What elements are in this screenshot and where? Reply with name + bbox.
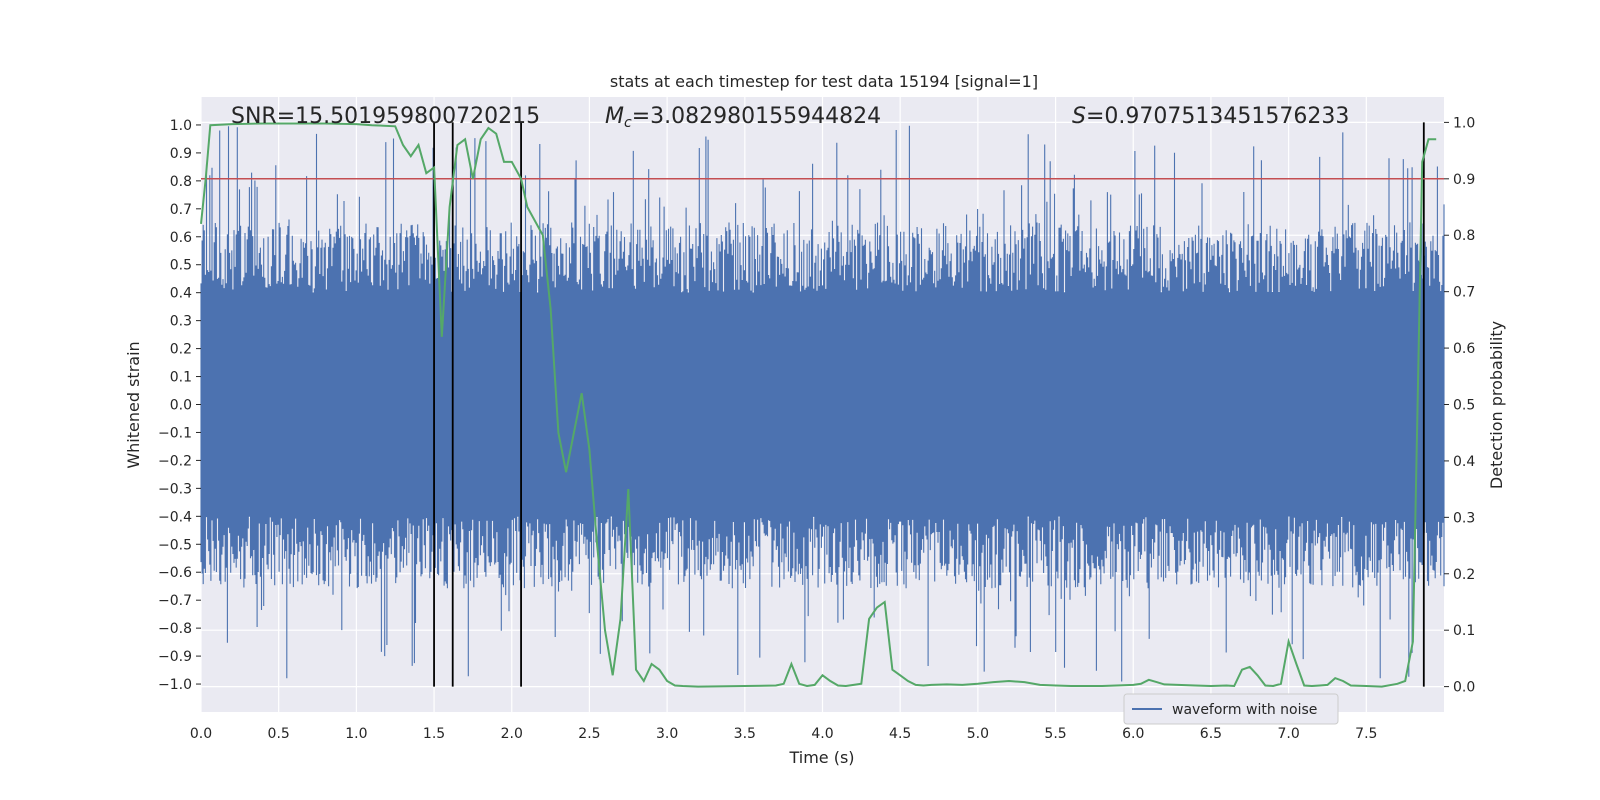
y-tick-label: 0.7 [170, 202, 192, 218]
x-tick-label: 0.0 [190, 726, 212, 742]
x-tick-label: 3.0 [656, 726, 678, 742]
y-tick-label: 0.0 [170, 398, 192, 414]
y-tick-label: 0.8 [170, 174, 192, 190]
y2-tick-label: 0.5 [1453, 398, 1475, 414]
y-tick-label: −0.2 [158, 453, 192, 469]
y-tick-label: −0.3 [158, 481, 192, 497]
y-tick-label: 1.0 [170, 118, 192, 134]
y-tick-label: −0.5 [158, 537, 192, 553]
x-tick-label: 5.0 [967, 726, 989, 742]
detection-probability-line [200, 122, 1437, 688]
chart-title: stats at each timestep for test data 151… [610, 72, 1038, 91]
y-tick-label: 0.2 [170, 342, 192, 358]
chirp-mass-value: =3.082980155944824 [632, 104, 881, 129]
y2-tick-label: 0.1 [1453, 623, 1475, 639]
snr-annotation: SNR=15.501959800720215 [231, 104, 540, 129]
y2-tick-label: 0.0 [1453, 680, 1475, 696]
y-tick-label: 0.3 [170, 314, 192, 330]
y-tick-label: −0.7 [158, 593, 192, 609]
chirp-mass-symbol: M [605, 104, 624, 129]
noise-waveform [200, 125, 1445, 682]
y2-tick-label: 0.3 [1453, 510, 1475, 526]
x-tick-label: 7.0 [1277, 726, 1299, 742]
y-tick-label: −0.4 [158, 509, 192, 525]
y2-tick-label: 1.0 [1453, 115, 1475, 131]
x-tick-label: 1.5 [423, 726, 445, 742]
y-tick-label: −0.9 [158, 649, 192, 665]
y-tick-label: 0.4 [170, 286, 192, 302]
legend-label: waveform with noise [1172, 702, 1317, 718]
x-tick-label: 4.5 [889, 726, 911, 742]
y2-tick-label: 0.8 [1453, 228, 1475, 244]
score-annotation: S=0.9707513451576233 [1072, 104, 1349, 129]
chirp-mass-annotation: Mc=3.082980155944824 [605, 104, 881, 131]
ticks: 0.0 0.5 1.0 1.5 2.0 2.5 3.0 3.5 4.0 4.5 5.0 5.5 6.0 6… [158, 115, 1475, 742]
y2-tick-label: 0.4 [1453, 454, 1475, 470]
score-symbol: S [1072, 104, 1086, 129]
y-tick-label: −1.0 [158, 677, 192, 693]
legend: waveform with noise [1123, 693, 1339, 725]
y-tick-label: 0.6 [170, 230, 192, 246]
legend-box [1123, 693, 1339, 725]
x-tick-label: 1.0 [345, 726, 367, 742]
y-tick-label: −0.1 [158, 425, 192, 441]
score-value: =0.9707513451576233 [1086, 104, 1349, 129]
y2-tick-label: 0.9 [1453, 172, 1475, 188]
y2-axis-label: Detection probability [1487, 321, 1506, 489]
y2-tick-label: 0.7 [1453, 285, 1475, 301]
y-tick-label: −0.8 [158, 621, 192, 637]
x-axis-label: Time (s) [788, 748, 854, 767]
x-tick-label: 3.5 [734, 726, 756, 742]
y2-tick-label: 0.2 [1453, 567, 1475, 583]
noise-spikes [200, 125, 1445, 682]
vertical-markers [433, 122, 1425, 687]
chirp-mass-subscript: c [624, 115, 632, 131]
y-tick-label: 0.9 [170, 146, 192, 162]
x-tick-label: 2.5 [578, 726, 600, 742]
y-tick-label: 0.1 [170, 370, 192, 386]
y-tick-label: 0.5 [170, 258, 192, 274]
y-tick-label: −0.6 [158, 565, 192, 581]
x-tick-label: 6.0 [1122, 726, 1144, 742]
x-tick-label: 7.5 [1355, 726, 1377, 742]
x-tick-label: 5.5 [1044, 726, 1066, 742]
x-tick-label: 0.5 [268, 726, 290, 742]
x-tick-label: 6.5 [1200, 726, 1222, 742]
y2-tick-label: 0.6 [1453, 341, 1475, 357]
x-tick-label: 4.0 [811, 726, 833, 742]
y-axis-label: Whitened strain [124, 341, 143, 468]
x-tick-label: 2.0 [501, 726, 523, 742]
